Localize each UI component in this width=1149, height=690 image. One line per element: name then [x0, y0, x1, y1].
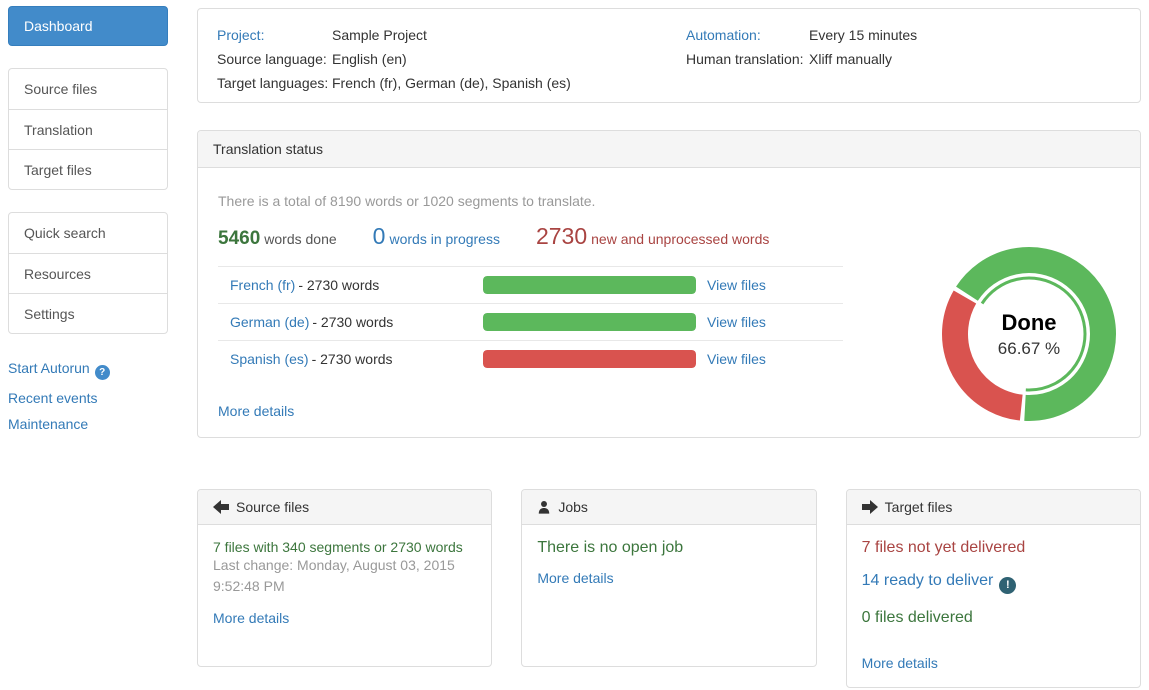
human-translation-value: Xliff manually	[809, 51, 893, 67]
source-files-card: Source files 7 files with 340 segments o…	[197, 489, 493, 667]
language-link-spanish[interactable]: Spanish (es)	[230, 351, 309, 367]
files-ready-to-deliver: 14 ready to deliver	[861, 572, 994, 589]
language-word-count: - 2730 words	[298, 277, 380, 293]
sidebar-item-quick-search[interactable]: Quick search	[24, 225, 106, 241]
table-row-german: German (de) - 2730 words View files	[218, 303, 843, 340]
language-link-french[interactable]: French (fr)	[230, 277, 296, 293]
words-done-count: 5460	[218, 228, 261, 249]
sidebar-links: Start Autorun? Recent events Maintenance	[8, 360, 168, 432]
progress-bar-german	[483, 313, 696, 331]
source-files-summary: 7 files with 340 segments or 2730 words	[213, 539, 463, 555]
sidebar-nav-files-group: Source files Translation Target files	[8, 68, 168, 190]
summary-cards: Source files 7 files with 340 segments o…	[197, 489, 1141, 688]
language-progress-table: French (fr) - 2730 words View files Germa…	[218, 266, 843, 377]
table-row-spanish: Spanish (es) - 2730 words View files	[218, 340, 843, 377]
target-languages-value: French (fr), German (de), Spanish (es)	[332, 75, 571, 91]
files-delivered: 0 files delivered	[861, 608, 973, 626]
total-words-summary: There is a total of 8190 words or 1020 s…	[218, 193, 596, 209]
source-language-label: Source language:	[217, 51, 327, 67]
source-language-value: English (en)	[332, 51, 407, 67]
jobs-card: Jobs There is no open job More details	[521, 489, 817, 667]
help-icon[interactable]: ?	[94, 365, 110, 380]
right-arrow-icon	[861, 500, 878, 514]
sidebar: Dashboard Source files Translation Targe…	[8, 6, 168, 442]
translation-status-panel: Translation status There is a total of 8…	[197, 130, 1141, 438]
status-stats: 5460 words done 0 words in progress 2730 ne…	[218, 223, 1120, 250]
sidebar-nav-tools-group: Quick search Resources Settings	[8, 212, 168, 334]
status-more-details-link[interactable]: More details	[218, 403, 295, 419]
language-word-count: - 2730 words	[311, 351, 393, 367]
jobs-card-title: Jobs	[558, 499, 588, 515]
recent-events-link[interactable]: Recent events	[8, 390, 98, 406]
sidebar-item-target-files[interactable]: Target files	[9, 149, 167, 189]
target-files-more-details-link[interactable]: More details	[861, 654, 938, 671]
words-in-progress-label: words in progress	[389, 231, 500, 247]
jobs-more-details-link[interactable]: More details	[537, 570, 614, 586]
view-files-link-german[interactable]: View files	[707, 314, 766, 330]
language-word-count: - 2730 words	[312, 314, 394, 330]
new-words-label: new and unprocessed words	[591, 231, 770, 247]
target-languages-label: Target languages:	[217, 75, 329, 91]
view-files-link-spanish[interactable]: View files	[707, 351, 766, 367]
view-files-link-french[interactable]: View files	[707, 277, 766, 293]
main-content: Project: Sample Project Source language:…	[197, 0, 1141, 688]
table-row-french: French (fr) - 2730 words View files	[218, 266, 843, 303]
done-donut-chart: Done 66.67 %	[941, 246, 1117, 422]
sidebar-item-source-files[interactable]: Source files	[24, 81, 98, 97]
project-info-panel: Project: Sample Project Source language:…	[197, 8, 1141, 103]
target-files-card: Target files 7 files not yet delivered 1…	[845, 489, 1141, 688]
words-in-progress-count: 0	[372, 223, 386, 249]
project-label-link[interactable]: Project:	[217, 27, 265, 43]
progress-bar-french	[483, 276, 696, 294]
language-link-german[interactable]: German (de)	[230, 314, 310, 330]
donut-rest-arc	[942, 247, 1116, 421]
source-files-card-title: Source files	[236, 499, 310, 515]
target-files-card-title: Target files	[884, 499, 953, 515]
ready-alert-icon[interactable]: !	[999, 576, 1017, 594]
human-translation-label: Human translation:	[686, 51, 804, 67]
new-words-count: 2730	[535, 223, 588, 249]
sidebar-item-dashboard[interactable]: Dashboard	[8, 6, 168, 46]
donut-svg	[942, 247, 1116, 421]
sidebar-item-resources[interactable]: Resources	[9, 253, 167, 293]
jobs-status: There is no open job	[537, 539, 684, 556]
left-arrow-icon	[213, 500, 229, 514]
sidebar-item-settings[interactable]: Settings	[9, 293, 167, 333]
translation-status-title: Translation status	[198, 131, 1140, 168]
words-done-label: words done	[264, 231, 337, 247]
files-not-delivered: 7 files not yet delivered	[861, 539, 1026, 556]
person-icon	[539, 500, 550, 514]
automation-value: Every 15 minutes	[809, 27, 918, 43]
source-files-last-change: Last change: Monday, August 03, 2015 9:5…	[213, 557, 455, 594]
source-files-more-details-link[interactable]: More details	[213, 610, 290, 626]
sidebar-item-translation[interactable]: Translation	[9, 109, 167, 149]
project-name: Sample Project	[332, 27, 427, 43]
maintenance-link[interactable]: Maintenance	[8, 416, 89, 432]
progress-bar-spanish	[483, 350, 696, 368]
automation-label-link[interactable]: Automation:	[686, 27, 761, 43]
start-autorun-link[interactable]: Start Autorun	[8, 360, 90, 376]
